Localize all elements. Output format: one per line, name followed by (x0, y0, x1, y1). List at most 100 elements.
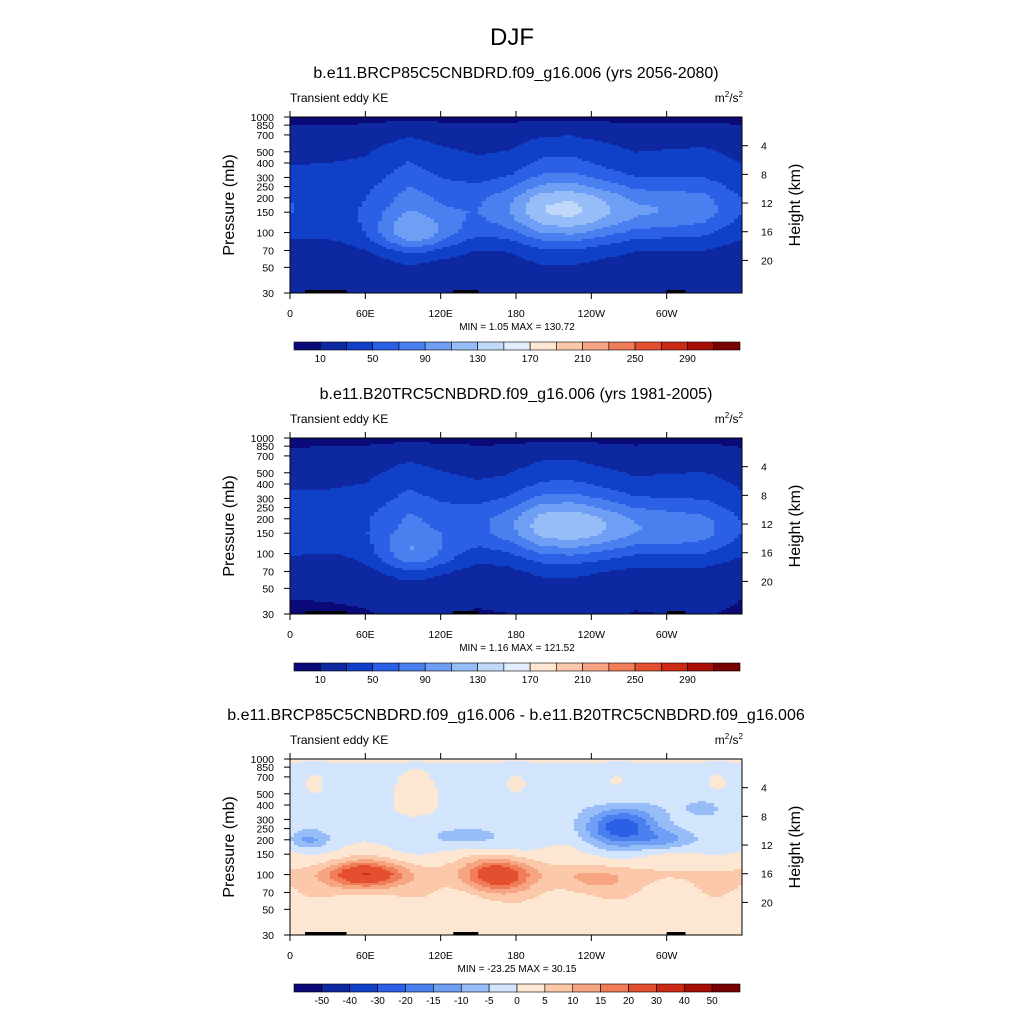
topography (305, 932, 686, 935)
colorbar-swatch (582, 341, 610, 351)
topography (305, 290, 686, 293)
y-tick-label: 100 (256, 549, 274, 561)
colorbar-swatch (372, 341, 400, 351)
colorbar-swatch (711, 983, 741, 993)
height-tick-label: 16 (761, 548, 773, 560)
y-tick-label: 150 (256, 849, 274, 861)
colorbar-swatch (488, 983, 518, 993)
colorbar-swatch (460, 983, 490, 993)
colorbar-label: 30 (651, 996, 663, 1007)
y-tick-label: 250 (256, 182, 274, 194)
units-label: m2/s2 (715, 90, 744, 105)
colorbar-swatch (529, 662, 557, 672)
y-tick-label: 150 (256, 207, 274, 219)
min-max-label: MIN = 1.05 MAX = 130.72 (459, 322, 575, 333)
contour-field (290, 117, 743, 294)
colorbar-swatch (377, 983, 406, 993)
y-tick-label: 850 (256, 441, 274, 453)
colorbar-label: 50 (367, 675, 379, 686)
colorbar-swatch (608, 341, 636, 351)
y-tick-label: 30 (262, 930, 274, 942)
colorbar-label: 10 (567, 996, 579, 1007)
colorbar-label: 250 (627, 354, 644, 365)
y-tick-label: 850 (256, 762, 274, 774)
colorbar-swatch (683, 983, 713, 993)
contour-field (290, 438, 743, 615)
colorbar-swatch (687, 662, 715, 672)
colorbar-label: 170 (522, 675, 539, 686)
colorbar-swatch (405, 983, 434, 993)
y-tick-label: 100 (256, 870, 274, 882)
y-tick-label: 1000 (251, 754, 275, 766)
colorbar-swatch (529, 341, 557, 351)
x-tick-label: 0 (287, 950, 293, 962)
colorbar-swatch (660, 341, 688, 351)
colorbar-swatch (321, 983, 351, 993)
colorbar-swatch (628, 983, 657, 993)
colorbar-label: 10 (315, 675, 327, 686)
colorbar-swatch (424, 341, 452, 351)
x-tick-label: 120E (428, 308, 453, 320)
panel-title: b.e11.BRCP85C5CNBDRD.f09_g16.006 - b.e11… (227, 707, 805, 724)
y-tick-label: 50 (262, 583, 274, 595)
panel-title: b.e11.BRCP85C5CNBDRD.f09_g16.006 (yrs 20… (313, 65, 718, 82)
colorbar-swatch (608, 662, 636, 672)
x-tick-label: 120W (578, 308, 606, 320)
height-tick-label: 20 (761, 897, 773, 909)
y-tick-label: 1000 (251, 112, 275, 124)
colorbar-label: 250 (627, 675, 644, 686)
x-tick-label: 120E (428, 629, 453, 641)
colorbar-label: 50 (367, 354, 379, 365)
panel-3: b.e11.BRCP85C5CNBDRD.f09_g16.006 - b.e11… (221, 707, 805, 1007)
y-tick-label: 500 (256, 468, 274, 480)
height-tick-label: 8 (761, 490, 767, 502)
colorbar-swatch (477, 662, 505, 672)
y-tick-label: 500 (256, 789, 274, 801)
colorbar-swatch (556, 662, 583, 672)
colorbar: -50 -40 -30 -20 -15 -10 -5 0 5 10 15 20 30 40 50 (293, 983, 741, 1007)
y-tick-label: 850 (256, 120, 274, 132)
x-tick-label: 120E (428, 950, 453, 962)
y-tick-label: 250 (256, 503, 274, 515)
units-label: m2/s2 (715, 411, 744, 426)
colorbar: 10 50 90 130 170 210 250 290 (293, 341, 741, 365)
panel-subtitle: Transient eddy KE (290, 91, 388, 105)
colorbar-swatch (713, 341, 741, 351)
colorbar-swatch (600, 983, 629, 993)
contour-field (290, 759, 743, 936)
colorbar-swatch (556, 341, 583, 351)
colorbar-swatch (346, 341, 374, 351)
y-tick-label: 500 (256, 147, 274, 159)
x-tick-label: 60W (656, 629, 678, 641)
panel-2: b.e11.B20TRC5CNBDRD.f09_g16.006 (yrs 198… (221, 386, 804, 686)
colorbar-label: 90 (420, 354, 432, 365)
colorbar-label: 130 (469, 675, 486, 686)
colorbar-swatch (319, 341, 347, 351)
y-tick-label: 250 (256, 824, 274, 836)
y-tick-label: 150 (256, 528, 274, 540)
colorbar-swatch (503, 341, 531, 351)
y-tick-label: 200 (256, 835, 274, 847)
height-tick-label: 16 (761, 227, 773, 239)
y-tick-label: 200 (256, 514, 274, 526)
height-tick-label: 8 (761, 169, 767, 181)
x-tick-label: 120W (578, 629, 606, 641)
colorbar-swatch (544, 983, 574, 993)
colorbar-label: 15 (595, 996, 607, 1007)
height-tick-label: 4 (761, 462, 767, 474)
y-tick-label: 300 (256, 814, 274, 826)
figure-title: DJF (490, 24, 534, 51)
colorbar-swatch (503, 662, 531, 672)
y-axis-label-right: Height (km) (787, 806, 804, 889)
colorbar-swatch (372, 662, 400, 672)
height-tick-label: 12 (761, 519, 773, 531)
colorbar-swatch (656, 983, 685, 993)
colorbar-swatch (516, 983, 546, 993)
colorbar-swatch (660, 662, 688, 672)
colorbar-swatch (582, 662, 610, 672)
y-tick-label: 30 (262, 609, 274, 621)
colorbar-swatch (634, 662, 662, 672)
x-tick-label: 60E (356, 629, 375, 641)
panel-subtitle: Transient eddy KE (290, 412, 388, 426)
